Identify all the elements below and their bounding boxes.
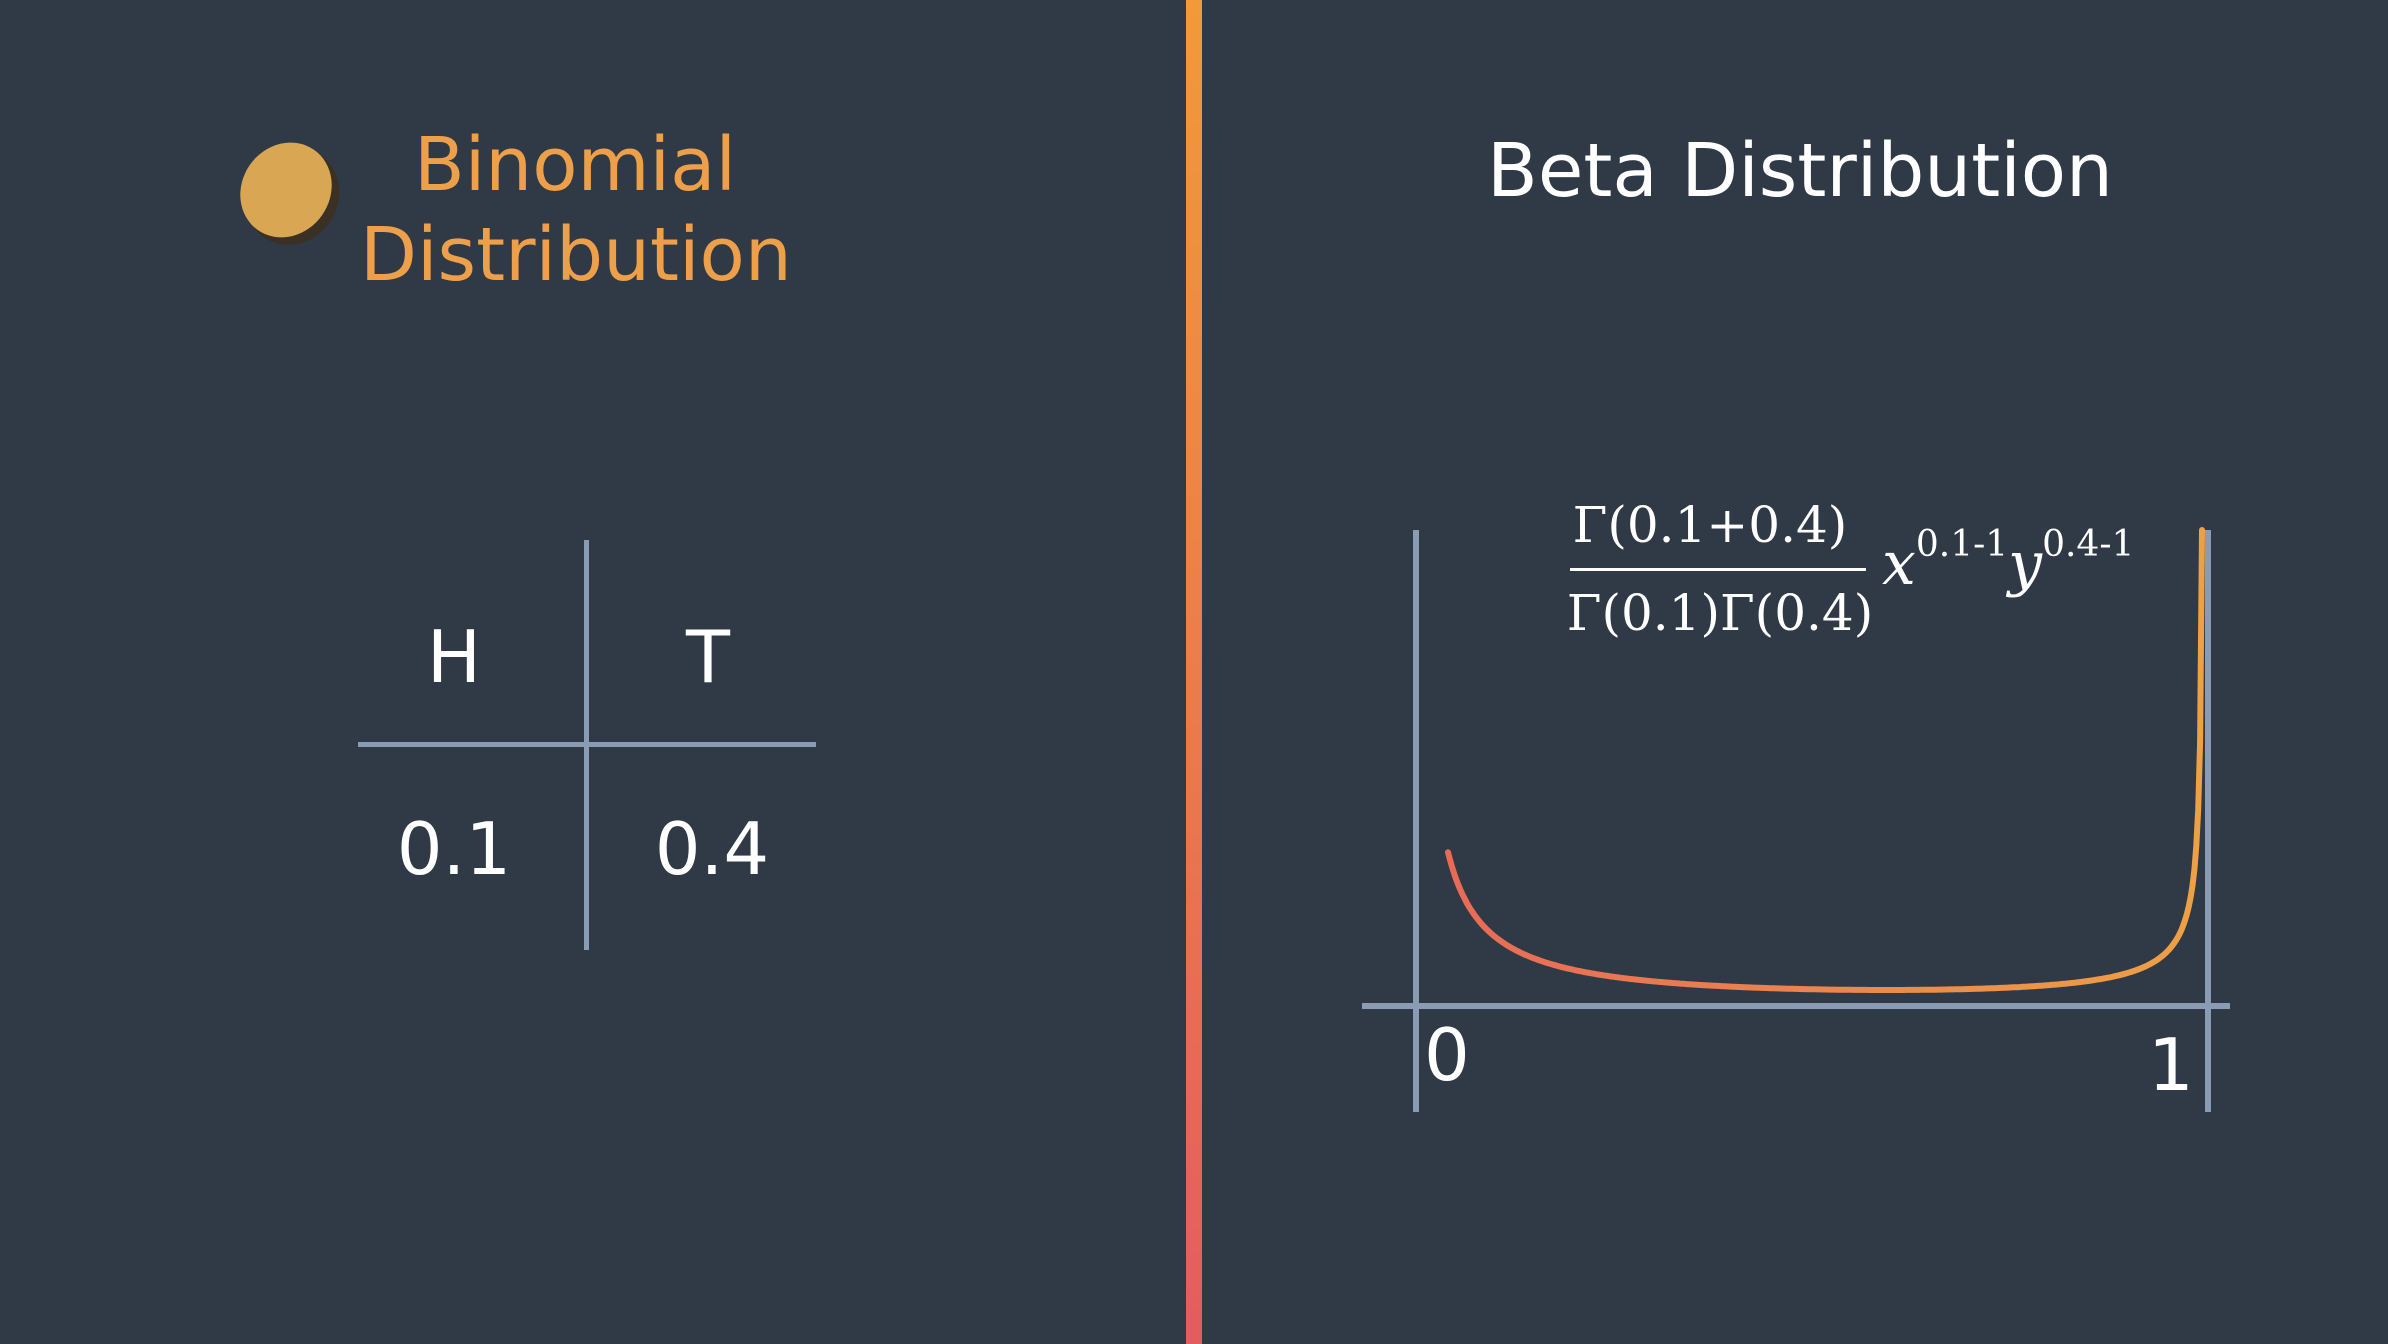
- beta-title: Beta Distribution: [1487, 128, 2113, 214]
- beta-plot: 0 1: [1362, 527, 2230, 1112]
- formula-y: y: [2008, 529, 2043, 599]
- x-tick-1: 1: [2148, 1023, 2194, 1107]
- beta-formula: Γ(0.1+0.4) Γ(0.1)Γ(0.4) x0.1-1y0.4-1: [1560, 490, 2160, 660]
- formula-fraction-bar: [1570, 568, 1866, 571]
- coin-icon: [240, 142, 340, 245]
- table-header-tails: T: [686, 615, 730, 699]
- beta-density-curve: [1445, 527, 2205, 993]
- table-value-tails: 0.4: [654, 807, 770, 891]
- table-header-heads: H: [426, 615, 482, 699]
- formula-x: x: [1882, 529, 1916, 599]
- formula-y-exponent: 0.4-1: [2042, 524, 2135, 565]
- formula-x-exponent: 0.1-1: [1915, 524, 2009, 565]
- formula-powers: x0.1-1y0.4-1: [1882, 524, 2134, 599]
- formula-numerator: Γ(0.1+0.4): [1572, 496, 1848, 554]
- table-horizontal-divider: [358, 742, 816, 747]
- panel-divider: [1186, 0, 1202, 1344]
- x-tick-0: 0: [1424, 1013, 1470, 1097]
- binomial-title-line2: Distribution: [360, 212, 792, 298]
- binomial-title: Binomial Distribution: [360, 120, 792, 300]
- binomial-title-line1: Binomial: [413, 122, 737, 208]
- formula-denominator: Γ(0.1)Γ(0.4): [1566, 584, 1874, 642]
- table-value-heads: 0.1: [396, 807, 512, 891]
